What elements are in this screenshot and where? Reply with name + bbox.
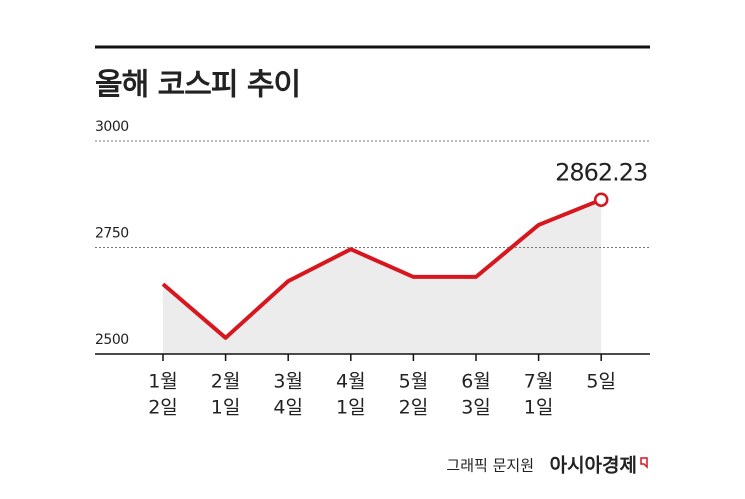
x-tick-label: 1월 xyxy=(148,371,178,393)
credit: 그래픽 문지원 xyxy=(446,457,534,475)
x-tick-label: 1일 xyxy=(211,397,241,419)
x-tick-label: 2일 xyxy=(399,397,429,419)
x-tick-label: 4월 xyxy=(336,371,366,393)
value-label: 2862.23 xyxy=(555,159,647,187)
x-tick-label: 6월 xyxy=(461,371,491,393)
x-tick-label: 1일 xyxy=(524,397,554,419)
data-line xyxy=(161,197,602,340)
y-tick-label: 2500 xyxy=(95,332,129,348)
logo-mark xyxy=(640,457,648,469)
source: 아시아경제 xyxy=(550,455,637,477)
x-tick-label: 1일 xyxy=(336,397,366,419)
area xyxy=(163,199,602,354)
x-tick-label: 3월 xyxy=(273,371,303,393)
y-tick-label: 2750 xyxy=(95,226,129,242)
x-tick-label: 5일 xyxy=(586,371,616,393)
x-tick-label: 4일 xyxy=(273,397,303,419)
chart-title: 올해 코스피 추이 xyxy=(95,68,300,103)
x-tick-label: 7월 xyxy=(524,371,554,393)
x-tick-label: 2일 xyxy=(148,397,178,419)
y-tick-label: 3000 xyxy=(95,119,129,135)
x-tick-label: 5월 xyxy=(399,371,429,393)
x-tick-label: 2월 xyxy=(211,371,241,393)
x-tick-label: 3일 xyxy=(461,397,491,419)
end-point xyxy=(593,192,609,207)
